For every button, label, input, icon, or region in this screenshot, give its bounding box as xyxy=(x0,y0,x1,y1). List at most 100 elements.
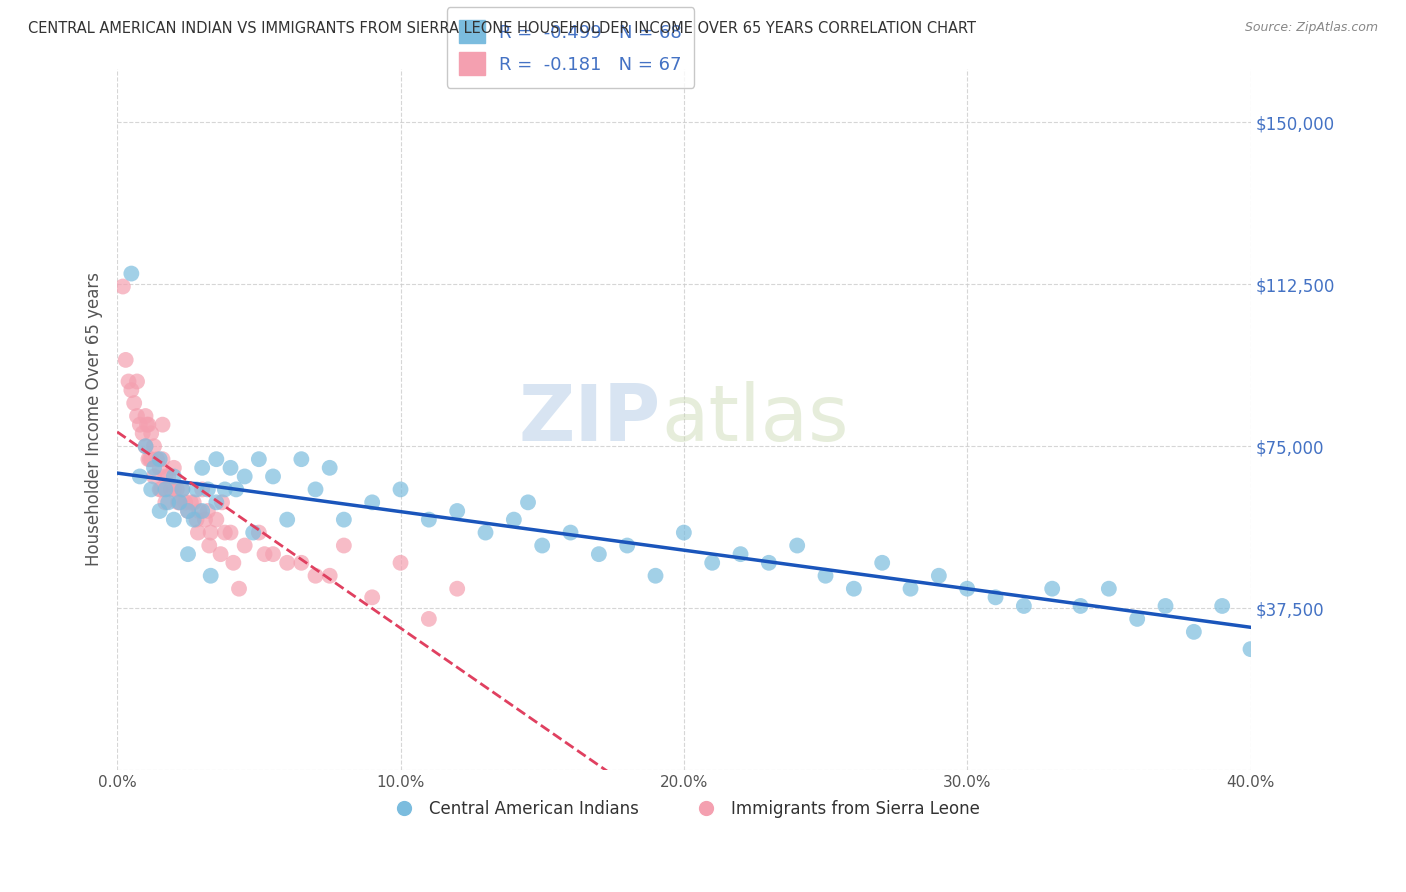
Point xyxy=(588,547,610,561)
Point xyxy=(143,439,166,453)
Point xyxy=(146,452,169,467)
Point xyxy=(167,495,190,509)
Point xyxy=(152,452,174,467)
Point xyxy=(1126,612,1149,626)
Point xyxy=(120,267,142,281)
Point xyxy=(242,525,264,540)
Point xyxy=(157,495,180,509)
Point xyxy=(188,504,211,518)
Point xyxy=(1040,582,1063,596)
Point xyxy=(758,556,780,570)
Point xyxy=(174,495,197,509)
Point xyxy=(304,483,326,497)
Point xyxy=(122,396,145,410)
Point xyxy=(138,417,160,432)
Point xyxy=(644,568,666,582)
Point xyxy=(304,568,326,582)
Point xyxy=(842,582,865,596)
Point xyxy=(389,556,412,570)
Point xyxy=(730,547,752,561)
Point xyxy=(163,469,186,483)
Point xyxy=(290,556,312,570)
Point xyxy=(870,556,893,570)
Point xyxy=(211,495,233,509)
Point xyxy=(247,525,270,540)
Point xyxy=(225,483,247,497)
Point xyxy=(177,547,200,561)
Point xyxy=(233,469,256,483)
Point xyxy=(233,539,256,553)
Point xyxy=(200,568,222,582)
Point xyxy=(209,547,232,561)
Point xyxy=(152,417,174,432)
Point xyxy=(1239,642,1261,657)
Point xyxy=(900,582,922,596)
Point xyxy=(616,539,638,553)
Point xyxy=(131,426,153,441)
Point xyxy=(318,460,340,475)
Point xyxy=(135,409,157,423)
Point xyxy=(418,612,440,626)
Point xyxy=(143,469,166,483)
Point xyxy=(333,513,356,527)
Point xyxy=(1182,624,1205,639)
Point xyxy=(205,452,228,467)
Point xyxy=(187,525,209,540)
Point xyxy=(120,383,142,397)
Point xyxy=(136,417,159,432)
Point xyxy=(128,469,150,483)
Point xyxy=(389,483,412,497)
Point xyxy=(276,556,298,570)
Point xyxy=(155,495,177,509)
Point xyxy=(786,539,808,553)
Point xyxy=(128,417,150,432)
Point xyxy=(672,525,695,540)
Point xyxy=(474,525,496,540)
Point xyxy=(814,568,837,582)
Point xyxy=(125,409,148,423)
Y-axis label: Householder Income Over 65 years: Householder Income Over 65 years xyxy=(86,272,103,566)
Point xyxy=(214,525,236,540)
Point xyxy=(141,452,163,467)
Point xyxy=(169,495,191,509)
Point xyxy=(318,568,340,582)
Point xyxy=(149,452,172,467)
Point xyxy=(219,460,242,475)
Point xyxy=(361,495,384,509)
Point xyxy=(446,582,468,596)
Point xyxy=(1211,599,1233,613)
Point xyxy=(177,504,200,518)
Point xyxy=(502,513,524,527)
Point xyxy=(114,352,136,367)
Point xyxy=(150,483,173,497)
Point xyxy=(149,460,172,475)
Point xyxy=(143,460,166,475)
Point xyxy=(531,539,554,553)
Point xyxy=(702,556,724,570)
Point xyxy=(191,460,214,475)
Point xyxy=(155,483,177,497)
Point xyxy=(228,582,250,596)
Point xyxy=(560,525,582,540)
Point xyxy=(361,591,384,605)
Point xyxy=(205,495,228,509)
Point xyxy=(333,539,356,553)
Point xyxy=(262,547,284,561)
Point xyxy=(517,495,540,509)
Point xyxy=(163,483,186,497)
Text: CENTRAL AMERICAN INDIAN VS IMMIGRANTS FROM SIERRA LEONE HOUSEHOLDER INCOME OVER : CENTRAL AMERICAN INDIAN VS IMMIGRANTS FR… xyxy=(28,21,976,36)
Point xyxy=(186,513,208,527)
Legend: Central American Indians, Immigrants from Sierra Leone: Central American Indians, Immigrants fro… xyxy=(381,794,987,825)
Point xyxy=(253,547,276,561)
Point xyxy=(214,483,236,497)
Point xyxy=(125,375,148,389)
Point xyxy=(205,513,228,527)
Point xyxy=(219,525,242,540)
Point xyxy=(160,483,183,497)
Point xyxy=(198,539,221,553)
Point xyxy=(135,439,157,453)
Point xyxy=(1098,582,1121,596)
Point xyxy=(166,483,188,497)
Point xyxy=(172,483,194,497)
Point xyxy=(200,525,222,540)
